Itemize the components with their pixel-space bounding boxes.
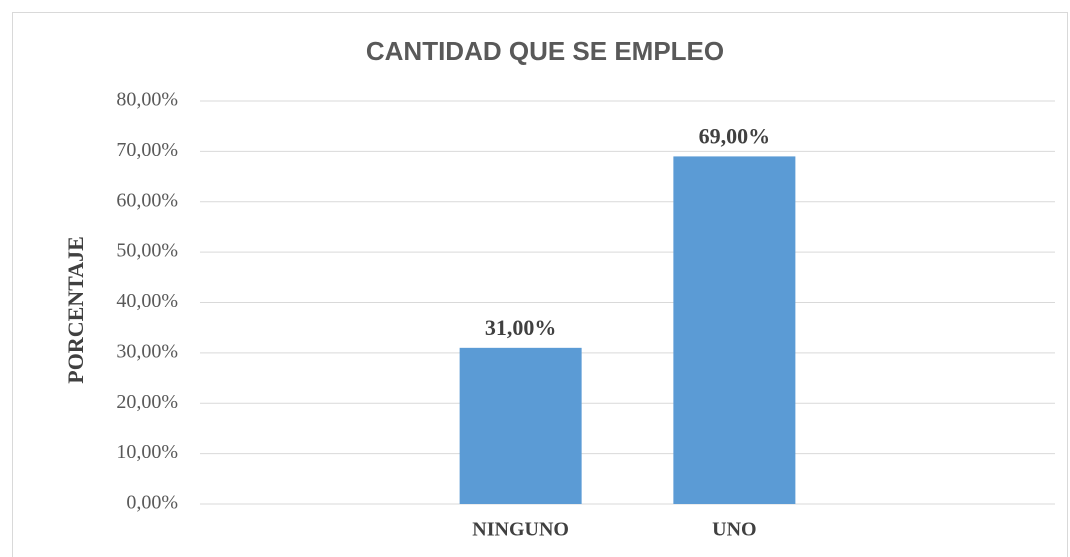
y-tick-label: 50,00% (116, 240, 178, 262)
y-tick-label: 70,00% (116, 139, 178, 161)
value-label: 31,00% (485, 315, 557, 340)
y-tick-label: 20,00% (116, 391, 178, 413)
y-tick-label: 80,00% (116, 89, 178, 111)
y-tick-label: 30,00% (116, 340, 178, 362)
x-tick-label: UNO (712, 519, 756, 541)
bar (459, 347, 582, 504)
bar (673, 156, 796, 504)
value-label: 69,00% (699, 123, 771, 148)
chart-title: CANTIDAD QUE SE EMPLEO (366, 36, 724, 66)
y-tick-label: 0,00% (126, 492, 178, 514)
y-tick-label: 60,00% (116, 189, 178, 211)
y-tick-label: 10,00% (116, 441, 178, 463)
x-tick-label: NINGUNO (472, 519, 569, 541)
y-axis-label: PORCENTAJE (63, 236, 88, 384)
y-tick-label: 40,00% (116, 290, 178, 312)
